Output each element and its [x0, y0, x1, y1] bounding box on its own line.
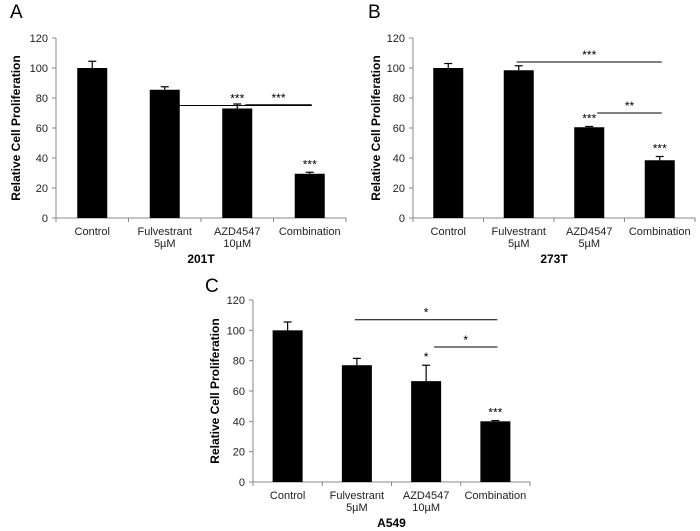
panel-c-bar — [341, 365, 372, 482]
panel-a-ytick-label: 60 — [36, 123, 48, 135]
panel-b-ylabel: Relative Cell Proliferation — [369, 55, 383, 200]
panel-c-category-label: 5µM — [346, 502, 368, 514]
panel-a-ytick-label: 100 — [30, 63, 48, 75]
panel-b-bar-significance: *** — [582, 112, 596, 126]
panel-b-ytick-label: 120 — [387, 33, 405, 45]
panel-a-bar — [294, 173, 325, 218]
panel-b-ytick-label: 20 — [393, 183, 405, 195]
panel-c-bar-significance: * — [424, 350, 429, 364]
panel-a-category-label: Fulvestrant — [138, 226, 192, 238]
panel-a-category-label: 10µM — [223, 238, 251, 250]
panel-c-bar — [411, 381, 442, 482]
panel-c-bar — [272, 330, 303, 482]
panel-a-category-label: 5µM — [154, 238, 176, 250]
panel-b-category-label: 5µM — [508, 238, 530, 250]
panel-c-ylabel: Relative Cell Proliferation — [208, 318, 222, 463]
panel-a-category-label: Control — [75, 226, 110, 238]
panel-a-label: A — [10, 2, 23, 23]
panel-b-ytick-label: 0 — [399, 213, 405, 225]
panel-a-comparison-label: *** — [230, 92, 244, 106]
panel-b-category-label: Combination — [629, 226, 691, 238]
panel-c-bar-significance: *** — [488, 406, 502, 420]
panel-b-cell-line: 273T — [540, 252, 568, 266]
panel-c-category-label: Fulvestrant — [330, 490, 384, 502]
panel-a-ytick-label: 20 — [36, 183, 48, 195]
panel-b-category-label: 5µM — [578, 238, 600, 250]
panel-c-category-label: Combination — [464, 490, 526, 502]
panel-b-category-label: Control — [431, 226, 466, 238]
panel-c-ytick-label: 20 — [233, 447, 245, 459]
panel-a-ytick-label: 120 — [30, 33, 48, 45]
panel-c-label: C — [205, 276, 219, 297]
panel-c-ytick-label: 0 — [239, 477, 245, 489]
panel-a-bar — [77, 68, 108, 218]
panel-c-ytick-label: 100 — [227, 325, 245, 337]
panel-c-comparison-label: * — [463, 333, 468, 347]
panel-b-ytick-label: 40 — [393, 153, 405, 165]
panel-a-bar — [149, 89, 180, 218]
panel-c-ytick-label: 80 — [233, 356, 245, 368]
panel-a-bar-significance: *** — [303, 157, 317, 171]
panel-b-comparison-label: *** — [582, 48, 596, 62]
panel-a-ylabel: Relative Cell Proliferation — [9, 55, 23, 200]
panel-b-ytick-label: 100 — [387, 63, 405, 75]
panel-b-bar — [433, 68, 464, 218]
panel-c-category-label: AZD4547 — [403, 490, 449, 502]
panel-a-category-label: AZD4547 — [214, 226, 260, 238]
panel-b-bar — [503, 70, 534, 218]
panel-b-label: B — [368, 2, 381, 23]
panel-b-ytick-label: 60 — [393, 123, 405, 135]
panel-b-category-label: AZD4547 — [566, 226, 612, 238]
panel-a-ytick-label: 80 — [36, 93, 48, 105]
panel-c-ytick-label: 40 — [233, 416, 245, 428]
panel-b-bar — [644, 160, 675, 218]
panel-a-ytick-label: 0 — [42, 213, 48, 225]
panel-a-category-label: Combination — [279, 226, 341, 238]
panel-a-cell-line: 201T — [187, 252, 215, 266]
panel-b-ytick-label: 80 — [393, 93, 405, 105]
panel-a-comparison-label: *** — [271, 91, 285, 105]
panel-c-bar — [480, 421, 511, 482]
panel-b-bar — [574, 127, 605, 218]
panel-c-ytick-label: 120 — [227, 295, 245, 307]
panel-b-bar-significance: *** — [653, 142, 667, 156]
panel-c-cell-line: A549 — [377, 516, 406, 530]
panel-b-comparison-label: ** — [625, 99, 635, 113]
panel-b-category-label: Fulvestrant — [492, 226, 546, 238]
panel-a-bar — [222, 108, 253, 218]
panel-c-category-label: 10µM — [412, 502, 440, 514]
panel-c-comparison-label: * — [424, 306, 429, 320]
panel-c-ytick-label: 60 — [233, 386, 245, 398]
panel-c-category-label: Control — [270, 490, 305, 502]
panel-a-ytick-label: 40 — [36, 153, 48, 165]
